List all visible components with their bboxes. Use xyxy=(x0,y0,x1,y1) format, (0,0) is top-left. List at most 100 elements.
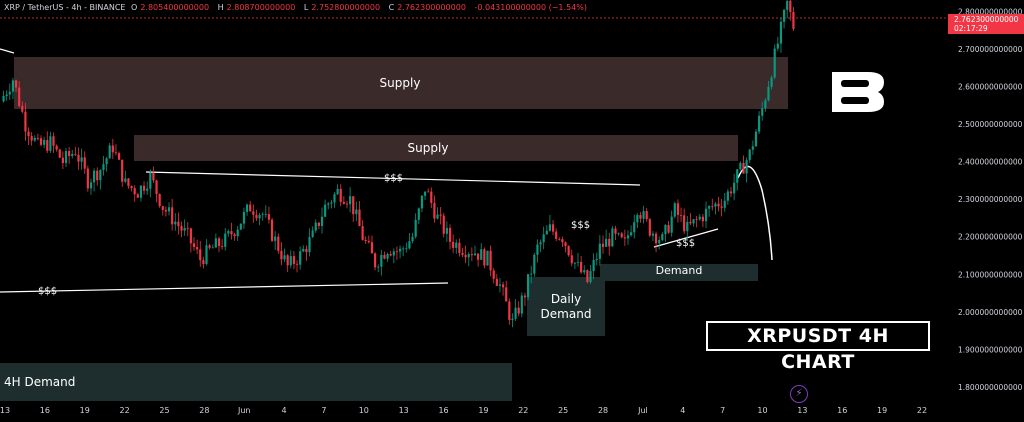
candle-body xyxy=(561,239,564,243)
candle-body xyxy=(583,270,586,273)
candle-body xyxy=(611,228,614,247)
x-tick-label: 19 xyxy=(80,406,90,415)
candle-body xyxy=(658,240,661,244)
y-tick-label: 2.300000000000 xyxy=(958,195,1023,204)
demand-zone-4h xyxy=(0,363,512,401)
candle-body xyxy=(214,238,217,248)
candle-body xyxy=(733,182,736,194)
y-tick-label: 2.700000000000 xyxy=(958,45,1023,54)
x-tick-label: 16 xyxy=(438,406,448,415)
candle-body xyxy=(517,307,520,314)
x-tick-label: 19 xyxy=(478,406,488,415)
candle-body xyxy=(598,243,601,259)
x-tick-label: 4 xyxy=(282,406,287,415)
candle-body xyxy=(252,211,255,215)
candle-body xyxy=(255,214,258,219)
candle-body xyxy=(414,219,417,237)
candle-body xyxy=(311,230,314,238)
candle-body xyxy=(21,105,24,112)
candle-body xyxy=(2,95,5,102)
candle-body xyxy=(105,158,108,165)
candle-body xyxy=(242,211,246,224)
candle-body xyxy=(442,215,445,234)
candle-body xyxy=(199,249,202,261)
symbol-label[interactable]: XRP / TetherUS - 4h - BINANCE xyxy=(4,3,126,12)
candle-body xyxy=(523,295,527,298)
candle-body xyxy=(383,254,386,259)
demand-right-label: Demand xyxy=(655,264,703,277)
candle-body xyxy=(548,224,552,231)
candle-body xyxy=(651,233,655,236)
candle-body xyxy=(89,182,93,189)
candle-body xyxy=(124,178,127,182)
candle-body xyxy=(264,214,267,215)
candle-body xyxy=(530,273,533,275)
candle-body xyxy=(551,224,555,232)
current-price-tag: 2.762300000000 02:17:29 xyxy=(948,14,1024,34)
candle-body xyxy=(367,241,370,243)
x-tick-label: 7 xyxy=(321,406,326,415)
candle-body xyxy=(695,219,698,221)
liquidity-label-right: $$$ xyxy=(676,238,695,249)
candle-body xyxy=(764,100,767,109)
candle-body xyxy=(39,138,43,145)
candle-body xyxy=(773,48,776,78)
candle-body xyxy=(136,194,139,198)
x-tick-label: 10 xyxy=(359,406,369,415)
candle-body xyxy=(461,252,464,255)
candle-body xyxy=(458,242,461,253)
candle-body xyxy=(514,307,517,319)
liquidity-line-left xyxy=(0,282,449,293)
candle-body xyxy=(133,188,136,195)
x-tick-label: Jul xyxy=(637,406,648,415)
candle-body xyxy=(61,157,64,164)
candle-body xyxy=(121,159,124,182)
candle-body xyxy=(545,230,548,235)
candle-body xyxy=(305,248,308,253)
candle-body xyxy=(355,209,358,215)
close-label: C xyxy=(388,3,395,12)
x-tick-label: 13 xyxy=(797,406,807,415)
candle-body xyxy=(320,216,324,226)
candle-body xyxy=(349,196,352,205)
candle-body xyxy=(520,295,523,314)
candle-body xyxy=(536,244,539,255)
candle-body xyxy=(24,111,27,132)
candle-body xyxy=(370,242,374,254)
candle-body xyxy=(586,270,589,283)
candle-body xyxy=(149,172,152,189)
candle-body xyxy=(492,270,495,279)
candle-body xyxy=(495,278,498,286)
candle-body xyxy=(533,254,536,274)
lightning-icon[interactable]: ⚡ xyxy=(790,385,808,403)
candle-body xyxy=(99,170,102,181)
candle-body xyxy=(49,136,52,151)
candle-body xyxy=(782,9,786,22)
candles-group xyxy=(2,0,795,328)
candle-body xyxy=(448,227,452,242)
candle-body xyxy=(539,242,542,245)
candle-body xyxy=(489,250,492,271)
candle-body xyxy=(11,80,15,92)
candle-body xyxy=(748,149,751,161)
candle-body xyxy=(202,260,205,264)
supply-zone-upper xyxy=(14,57,788,109)
candle-body xyxy=(345,203,349,205)
x-tick-label: 19 xyxy=(877,406,887,415)
candle-body xyxy=(608,238,611,247)
liquidity-label-mid: $$$ xyxy=(571,220,590,231)
candle-body xyxy=(673,203,676,217)
candle-body xyxy=(427,191,430,193)
candle-body xyxy=(623,237,626,239)
candle-body xyxy=(698,216,701,220)
candle-body xyxy=(408,241,411,249)
candle-body xyxy=(689,221,692,224)
candle-body xyxy=(364,239,367,242)
candle-body xyxy=(392,251,395,256)
candle-body xyxy=(480,249,483,260)
candle-body xyxy=(736,169,739,183)
candle-body xyxy=(430,191,433,203)
high-label: H xyxy=(217,3,224,12)
